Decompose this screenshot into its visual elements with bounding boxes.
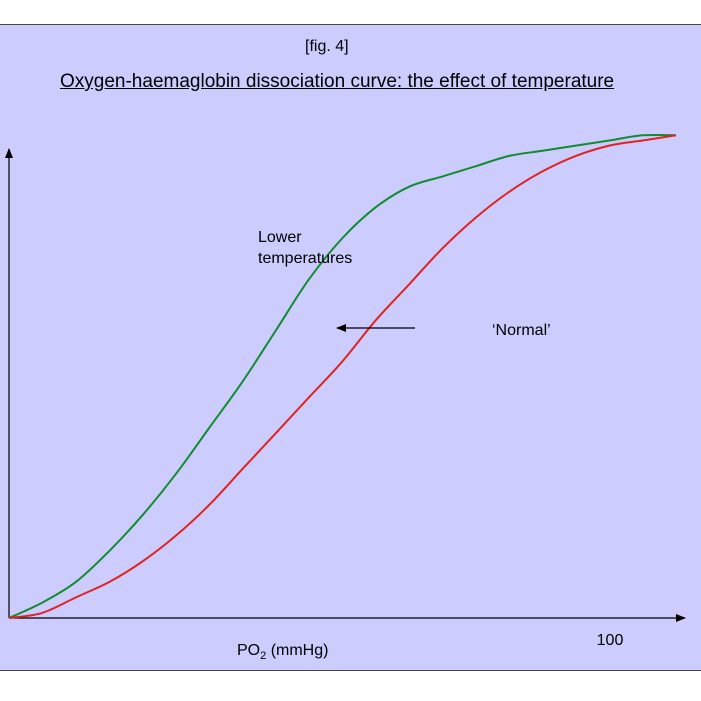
x-axis-label-main: PO [237, 642, 260, 659]
label-lower-temperatures: Lower temperatures [258, 229, 352, 267]
figure-number: [fig. 4] [305, 38, 349, 55]
chart-svg: 100 PO2 (mmHg) Lower temperatures ‘Norma… [4, 133, 686, 662]
label-lower-temperatures-line-2: temperatures [258, 250, 352, 267]
label-normal: ‘Normal’ [492, 322, 551, 339]
x-axis-label-unit: (mmHg) [266, 642, 328, 659]
x-tick-label-100: 100 [597, 632, 624, 649]
label-lower-temperatures-line-1: Lower [258, 229, 302, 246]
x-axis-label-subscript: 2 [260, 650, 266, 662]
series-layer [8, 133, 677, 619]
series-line-0 [8, 133, 677, 619]
chart-title: Oxygen-haemaglobin dissociation curve: t… [60, 71, 615, 92]
series-line-1 [8, 134, 677, 619]
figure-panel: [fig. 4] Oxygen-haemaglobin dissociation… [0, 24, 701, 671]
x-axis-label: PO2 (mmHg) [237, 642, 328, 662]
